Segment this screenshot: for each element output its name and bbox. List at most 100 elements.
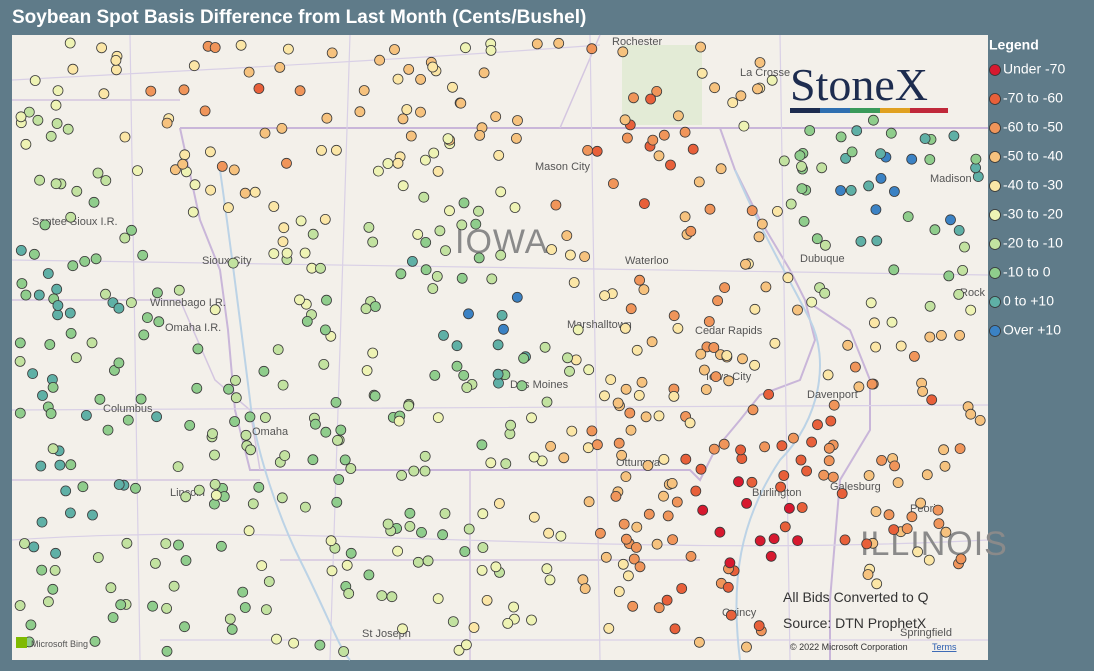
bid-dot: [478, 67, 490, 79]
bid-dot: [822, 369, 834, 381]
bid-dot: [239, 187, 251, 199]
bid-dot: [638, 284, 650, 296]
bid-dot: [875, 148, 886, 160]
bid-dot: [646, 336, 658, 348]
bid-dot: [307, 454, 319, 466]
city-label: Springfield: [900, 627, 952, 639]
bid-dot: [528, 511, 540, 523]
bid-dot: [382, 158, 394, 169]
bid-dot: [180, 491, 192, 503]
attribution: Microsoft Bing: [31, 639, 88, 649]
bid-dot: [77, 481, 89, 493]
bid-dot: [209, 449, 220, 461]
bid-dot: [902, 211, 914, 223]
bid-dot: [179, 621, 190, 633]
bid-dot: [901, 523, 913, 534]
legend-label: -10 to 0: [1003, 264, 1051, 280]
bid-dot: [495, 186, 507, 198]
bid-dot: [756, 218, 768, 230]
bid-dot: [39, 219, 51, 231]
bid-dot: [618, 518, 630, 530]
bid-dot: [740, 258, 751, 270]
bid-dot: [671, 496, 683, 508]
bid-dot: [801, 465, 812, 477]
bid-dot: [933, 518, 945, 529]
road: [11, 34, 989, 661]
bid-dot: [419, 465, 431, 477]
legend-label: Over +10: [1003, 322, 1061, 338]
bid-dot: [28, 541, 40, 553]
bid-dot: [658, 453, 670, 465]
bid-dot: [543, 527, 554, 539]
bid-dot: [15, 111, 27, 123]
bid-dot: [763, 388, 774, 400]
city-label: La Crosse: [740, 67, 790, 79]
bid-dot: [863, 470, 875, 481]
bid-dot: [29, 75, 41, 86]
bid-dot: [316, 144, 327, 156]
bid-dot: [473, 252, 485, 264]
bid-dot: [955, 553, 967, 565]
bid-dot: [36, 564, 48, 576]
bid-dot: [153, 316, 165, 328]
bid-dot: [361, 365, 373, 376]
bid-dot: [45, 408, 57, 419]
city-label: Columbus: [103, 403, 153, 415]
bid-dot: [145, 85, 157, 97]
bid-dot: [926, 394, 938, 406]
bid-dot: [135, 393, 147, 405]
bid-dot: [727, 97, 739, 108]
bid-dot: [367, 347, 379, 359]
bid-dot: [437, 529, 449, 541]
bid-dot: [456, 219, 468, 231]
legend-title: Legend: [989, 37, 1039, 53]
bid-dot: [492, 368, 504, 380]
title: Soybean Spot Basis Difference from Last …: [12, 7, 586, 28]
bid-dot: [493, 377, 504, 389]
bid-dot: [697, 504, 709, 516]
bid-dot: [470, 218, 482, 230]
bid-dot: [335, 424, 347, 436]
bid-dot: [892, 477, 904, 489]
bid-dot: [147, 600, 159, 612]
bid-dot: [456, 272, 468, 284]
bid-dot: [45, 130, 57, 142]
bid-dot: [624, 407, 636, 419]
bid-dot: [600, 551, 612, 563]
bid-dot: [842, 339, 854, 351]
bid-dot: [921, 469, 933, 481]
bid-dot: [945, 214, 956, 226]
bid-dot: [268, 201, 280, 212]
bid-dot: [778, 155, 790, 167]
bid-dot: [14, 600, 26, 611]
bid-dot: [850, 361, 861, 373]
bid-dot: [420, 264, 432, 276]
bid-dot: [476, 439, 488, 451]
bid-dot: [94, 393, 106, 405]
bid-dot: [582, 442, 594, 454]
bid-dot: [244, 411, 256, 423]
terms-link[interactable]: Terms: [932, 642, 957, 652]
bid-dot: [653, 602, 665, 614]
bid-dot: [851, 125, 863, 137]
bid-dot: [564, 365, 575, 377]
bid-dot: [599, 390, 610, 402]
bid-dot: [412, 556, 424, 568]
bid-dot: [447, 81, 458, 93]
bid-dot: [673, 110, 684, 122]
bid-dot: [628, 92, 639, 104]
bid-dot: [617, 46, 629, 58]
bid-dot: [274, 62, 286, 73]
bid-dot: [700, 384, 712, 395]
bid-dot: [51, 118, 63, 129]
bid-dot: [50, 178, 62, 190]
bid-dot: [168, 580, 180, 592]
bid-dot: [230, 392, 242, 404]
bid-dot: [566, 425, 578, 437]
legend-label: -70 to -60: [1003, 90, 1063, 106]
bid-dot: [282, 43, 294, 55]
bid-dot: [419, 154, 431, 166]
bid-dot: [889, 460, 900, 472]
bid-dot: [125, 297, 137, 309]
